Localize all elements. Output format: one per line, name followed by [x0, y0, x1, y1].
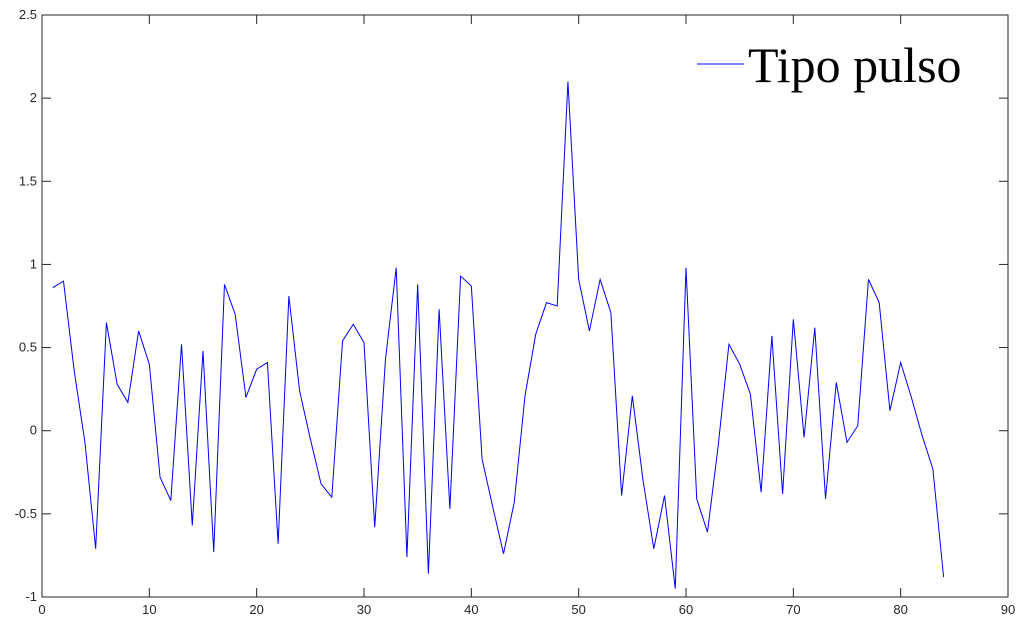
legend-label: Tipo pulso [748, 37, 962, 93]
x-tick-label: 50 [571, 602, 585, 617]
x-tick-label: 90 [1001, 602, 1015, 617]
x-tick-label: 40 [464, 602, 478, 617]
y-tick-label: 0 [30, 423, 37, 438]
series-line-tipo-pulso [52, 81, 945, 589]
y-tick-label: -1 [25, 589, 37, 604]
series-layer [52, 81, 945, 589]
y-tick-label: -0.5 [15, 506, 37, 521]
y-tick-label: 1.5 [19, 173, 37, 188]
x-tick-label: 70 [786, 602, 800, 617]
legend: Tipo pulso [697, 37, 962, 93]
x-tick-label: 10 [142, 602, 156, 617]
x-tick-label: 30 [357, 602, 371, 617]
y-tick-label: 0.5 [19, 340, 37, 355]
plot-area [42, 15, 1008, 597]
x-tick-label: 0 [38, 602, 45, 617]
x-tick-label: 20 [249, 602, 263, 617]
axes-box [41, 14, 1009, 598]
y-tick-label: 2.5 [19, 7, 37, 22]
y-tick-label: 1 [30, 256, 37, 271]
ticks-layer: 0 10 20 30 40 50 60 70 80 90 -1 -0.5 0 0.5 1 1.5 2 2.5 [15, 7, 1016, 617]
x-tick-label: 80 [893, 602, 907, 617]
y-tick-label: 2 [30, 90, 37, 105]
x-tick-label: 60 [679, 602, 693, 617]
